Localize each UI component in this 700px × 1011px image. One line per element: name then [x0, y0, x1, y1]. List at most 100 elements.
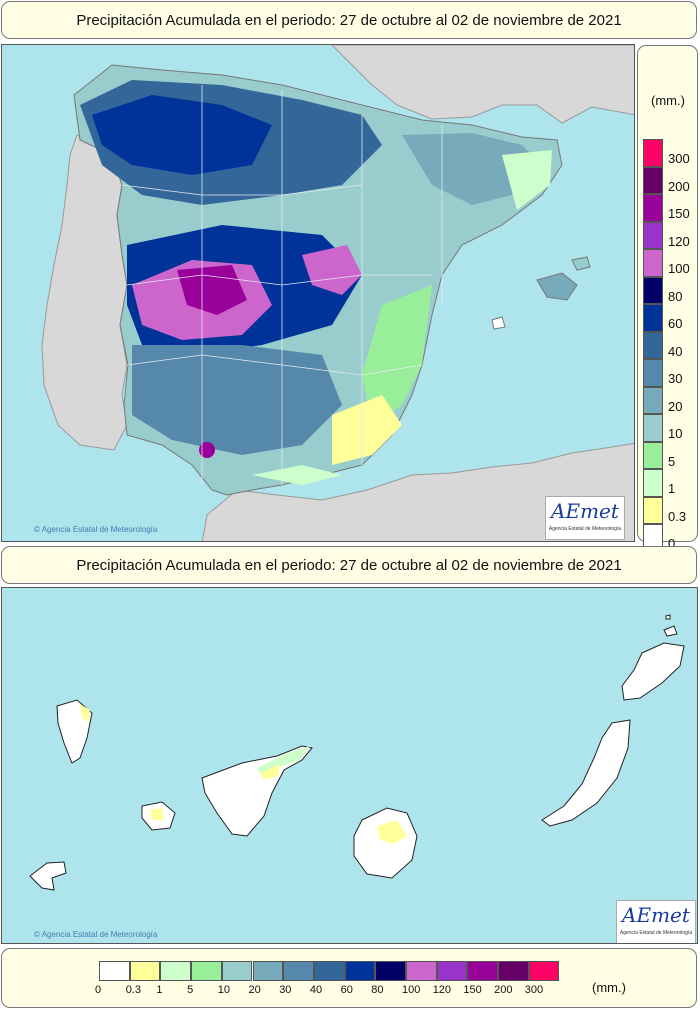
legend-swatch-5: [643, 441, 663, 469]
legend-label-300: 300: [668, 151, 690, 166]
legend-h-swatch-0.3: [129, 961, 161, 981]
legend-label-120: 120: [668, 233, 690, 249]
legend-h-swatch-0: [99, 961, 130, 981]
zone-east-green: [362, 285, 432, 425]
legend-label-40: 40: [668, 343, 683, 359]
legend-swatch-200: [643, 166, 663, 194]
aemet-logo-canarias: AEmet Agencia Estatal de Meteorología: [616, 900, 696, 943]
legend-swatch-40: [643, 331, 663, 359]
legend-label-80: 80: [668, 288, 683, 304]
title-bar-canarias: Precipitación Acumulada en el periodo: 2…: [1, 546, 697, 584]
legend-label-60: 60: [668, 316, 683, 331]
legend-h-label-20: 20: [248, 984, 261, 996]
fuerteventura-land: [541, 719, 631, 827]
aemet-logo-peninsula: AEmet Agencia Estatal de Meteorología: [545, 496, 625, 540]
map-title-canarias: Precipitación Acumulada en el periodo: 2…: [76, 557, 622, 574]
legend-label-1: 1: [668, 481, 676, 496]
legend-label-10: 10: [668, 426, 683, 441]
legend-h-swatch-30: [283, 961, 314, 981]
legend-h-label-200: 200: [494, 984, 513, 996]
menorca-land: [571, 256, 591, 271]
legend-h-label-120: 120: [432, 984, 452, 996]
legend-swatch-30: [643, 359, 663, 387]
legend-h-swatch-40: [313, 961, 345, 981]
ibiza-land: [491, 316, 506, 330]
legend-label-5: 5: [668, 453, 676, 469]
legend-swatch-80: [643, 276, 663, 304]
tenerife-yellow: [260, 764, 280, 780]
legend-label-0.3: 0.3: [668, 508, 687, 524]
legend-h-swatch-120: [436, 961, 468, 981]
legend-label-150: 150: [668, 206, 690, 221]
legend-h-label-1: 1: [156, 984, 163, 996]
legend-h-label-100: 100: [402, 984, 421, 996]
legend-horizontal: (mm.) 0 0.3 1 5 10 20 30 40 60 80 100 120 150 200 300: [1, 948, 697, 1008]
legend-vertical: (mm.) 300 200 150 120 100 80 60 40 30 20 10 5 1 0.3 0: [637, 45, 698, 552]
la-gomera-yellow: [150, 808, 164, 820]
legend-h-swatch-80: [375, 961, 406, 981]
peninsula-map-graphic: [41, 45, 634, 541]
legend-h-swatch-150: [467, 961, 499, 981]
legend-h-swatch-20: [252, 961, 284, 981]
legend-label-200: 200: [668, 178, 690, 194]
legend-unit-horizontal: (mm.): [592, 980, 626, 995]
legend-unit: (mm.): [651, 93, 685, 108]
legend-h-swatch-60: [344, 961, 376, 981]
copyright-symbol: ©: [34, 930, 42, 939]
map-title: Precipitación Acumulada en el periodo: 2…: [76, 12, 622, 29]
zone-extremadura-max: [177, 265, 247, 315]
la-graciosa-land: [663, 625, 678, 637]
zone-catalonia: [502, 150, 552, 210]
legend-swatch-300: [643, 139, 663, 167]
copyright-peninsula: © Agencia Estatal de Meteorología: [34, 525, 158, 534]
map-peninsula: © Agencia Estatal de Meteorología AEmet …: [1, 44, 635, 542]
legend-label-100: 100: [668, 261, 690, 276]
legend-h-swatch-300: [528, 961, 560, 981]
france-land: [331, 45, 634, 124]
legend-label-20: 20: [668, 398, 683, 414]
title-bar-peninsula: Precipitación Acumulada en el periodo: 2…: [1, 1, 697, 39]
legend-h-label-0: 0: [95, 984, 102, 996]
copyright-canarias: © Agencia Estatal de Meteorología: [34, 930, 158, 939]
legend-h-label-40: 40: [309, 984, 323, 996]
legend-swatch-0.3: [643, 496, 663, 524]
zone-cadiz: [199, 442, 215, 458]
canarias-map-graphic: [29, 614, 685, 891]
la-palma-yellow: [80, 704, 90, 722]
legend-swatch-150: [643, 194, 663, 222]
legend-swatch-120: [643, 221, 663, 249]
zone-castilla: [302, 245, 362, 295]
africa-land: [201, 442, 634, 541]
map-canarias: © Agencia Estatal de Meteorología AEmet …: [1, 587, 698, 944]
legend-swatch-100: [643, 249, 663, 277]
legend-h-label-150: 150: [463, 984, 482, 996]
legend-h-label-300: 300: [524, 984, 544, 996]
legend-label-0: 0: [668, 536, 676, 551]
mallorca-land: [536, 272, 578, 301]
legend-h-label-30: 30: [279, 984, 292, 996]
legend-h-label-0.3: 0.3: [125, 984, 141, 996]
legend-h-label-10: 10: [217, 984, 231, 996]
zone-south-coast: [252, 465, 342, 485]
portugal-land: [41, 134, 128, 451]
lanzarote-land: [621, 642, 685, 701]
legend-swatch-1: [643, 469, 663, 497]
tenerife-land: [201, 745, 313, 837]
legend-label-30: 30: [668, 371, 683, 386]
legend-h-swatch-100: [406, 961, 437, 981]
zone-southeast-yellow: [332, 395, 402, 465]
legend-swatch-20: [643, 386, 663, 414]
zone-south: [132, 345, 342, 455]
gran-canaria-yellow: [377, 820, 407, 844]
legend-h-swatch-10: [221, 961, 253, 981]
legend-h-label-60: 60: [340, 984, 353, 996]
legend-h-swatch-1: [160, 961, 192, 981]
alegranza-land: [665, 614, 671, 620]
legend-h-label-5: 5: [187, 984, 194, 996]
province-borders: [121, 85, 443, 485]
gran-canaria-land: [353, 807, 418, 879]
legend-h-label-80: 80: [371, 984, 384, 996]
legend-swatch-60: [643, 304, 663, 332]
copyright-symbol: ©: [34, 525, 42, 534]
legend-h-swatch-5: [191, 961, 222, 981]
